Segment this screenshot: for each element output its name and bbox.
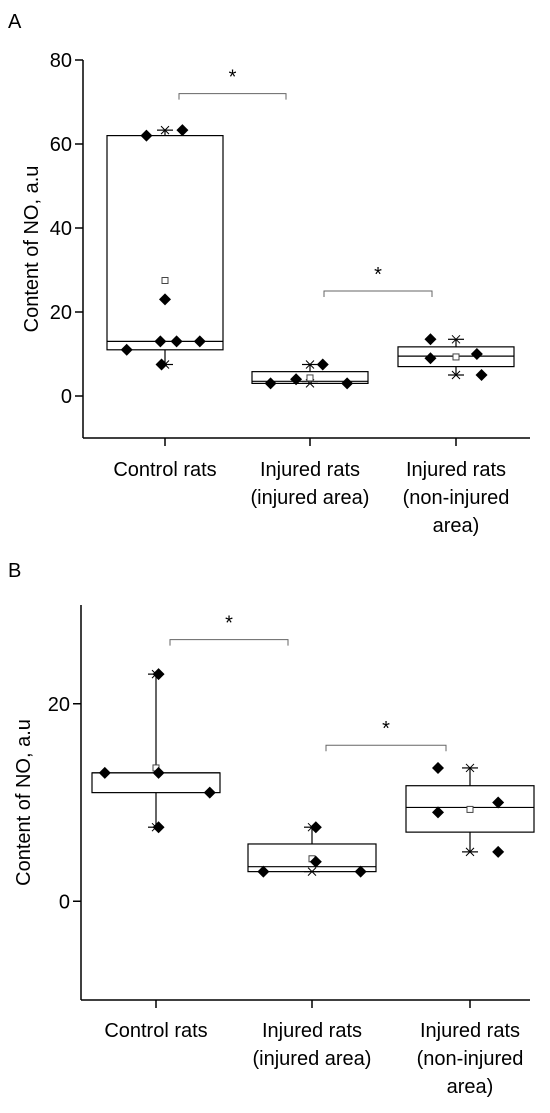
box-2: [397, 333, 515, 381]
extreme-marker: [465, 763, 475, 773]
extreme-marker: [451, 370, 461, 380]
extreme-marker: [451, 334, 461, 344]
data-point: [152, 766, 165, 779]
data-point: [424, 352, 437, 365]
box-0: [106, 124, 224, 371]
data-point: [290, 373, 303, 386]
y-tick-label: 20: [50, 302, 72, 324]
y-tick-label: 40: [50, 218, 72, 240]
category-label: Injured rats: [260, 459, 360, 481]
extreme-marker: [307, 867, 317, 876]
panel-label: B: [8, 560, 21, 582]
data-point: [354, 865, 367, 878]
extreme-marker: [305, 360, 315, 369]
box-2: [405, 761, 535, 858]
category-label: (non-injured: [403, 487, 510, 509]
data-point: [170, 335, 183, 348]
data-point: [98, 766, 111, 779]
category-label: (injured area): [253, 1048, 372, 1070]
significance-label: *: [229, 67, 237, 89]
data-point: [154, 335, 167, 348]
category-label: Injured rats: [262, 1020, 362, 1042]
y-tick-label: 0: [61, 386, 72, 408]
category-label: Control rats: [104, 1020, 207, 1042]
y-tick-label: 20: [48, 694, 70, 716]
chart-panel-b: B 0 20 Content of NO, a.u Control rats Injure…: [8, 560, 535, 1098]
significance-label: *: [374, 264, 382, 286]
significance-bracket: [323, 290, 433, 297]
panel-label: A: [8, 11, 22, 33]
significance-bracket: [169, 639, 289, 646]
significance-label: *: [382, 718, 390, 740]
y-axis-title: Content of NO, a.u: [21, 166, 43, 333]
category-label: Control rats: [113, 459, 216, 481]
data-point: [432, 761, 444, 774]
data-point: [159, 293, 171, 306]
data-point: [341, 377, 354, 390]
category-label: area): [433, 515, 480, 537]
mean-marker: [466, 805, 474, 813]
y-tick-label: 60: [50, 134, 72, 156]
y-tick-label: 80: [50, 50, 72, 72]
box-rect: [106, 135, 224, 351]
mean-marker: [306, 374, 314, 382]
mean-marker: [452, 353, 460, 361]
data-point: [152, 821, 165, 834]
mean-marker: [161, 277, 169, 284]
data-point: [120, 343, 133, 356]
significance-bracket: [325, 744, 447, 752]
data-point: [155, 358, 168, 371]
extreme-marker: [160, 125, 170, 135]
category-label: area): [447, 1076, 494, 1098]
box-1: [251, 358, 369, 390]
data-point: [432, 806, 444, 819]
significance-label: *: [225, 613, 233, 635]
box-1: [247, 821, 377, 878]
data-point: [176, 124, 189, 137]
data-point: [152, 668, 165, 681]
data-point: [193, 335, 206, 348]
y-tick-label: 0: [59, 891, 70, 913]
data-point: [140, 129, 153, 142]
data-point: [492, 845, 505, 858]
box-0: [91, 668, 221, 834]
data-point: [264, 377, 277, 390]
data-point: [316, 358, 329, 371]
y-axis-title: Content of NO, a.u: [13, 719, 35, 886]
extreme-marker: [465, 847, 475, 857]
chart-panel-a: A 0 20 40 60 80 Content of NO, a.u Control rats…: [8, 11, 530, 537]
category-label: Injured rats: [406, 459, 506, 481]
category-label: Injured rats: [420, 1020, 520, 1042]
data-point: [309, 855, 322, 868]
data-point: [309, 821, 322, 834]
data-point: [203, 786, 216, 799]
significance-bracket: [178, 93, 287, 100]
data-point: [424, 333, 437, 346]
category-label: (injured area): [251, 487, 370, 509]
category-label: (non-injured: [417, 1048, 524, 1070]
data-point: [470, 348, 483, 360]
data-point: [492, 796, 505, 809]
data-point: [257, 865, 270, 878]
data-point: [475, 369, 488, 381]
